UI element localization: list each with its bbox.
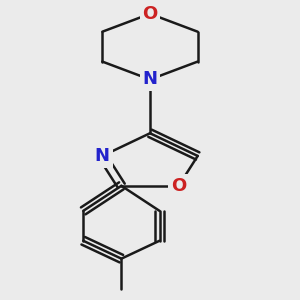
Text: O: O <box>142 5 158 23</box>
Text: O: O <box>171 177 186 195</box>
Text: N: N <box>95 147 110 165</box>
Text: N: N <box>142 70 158 88</box>
